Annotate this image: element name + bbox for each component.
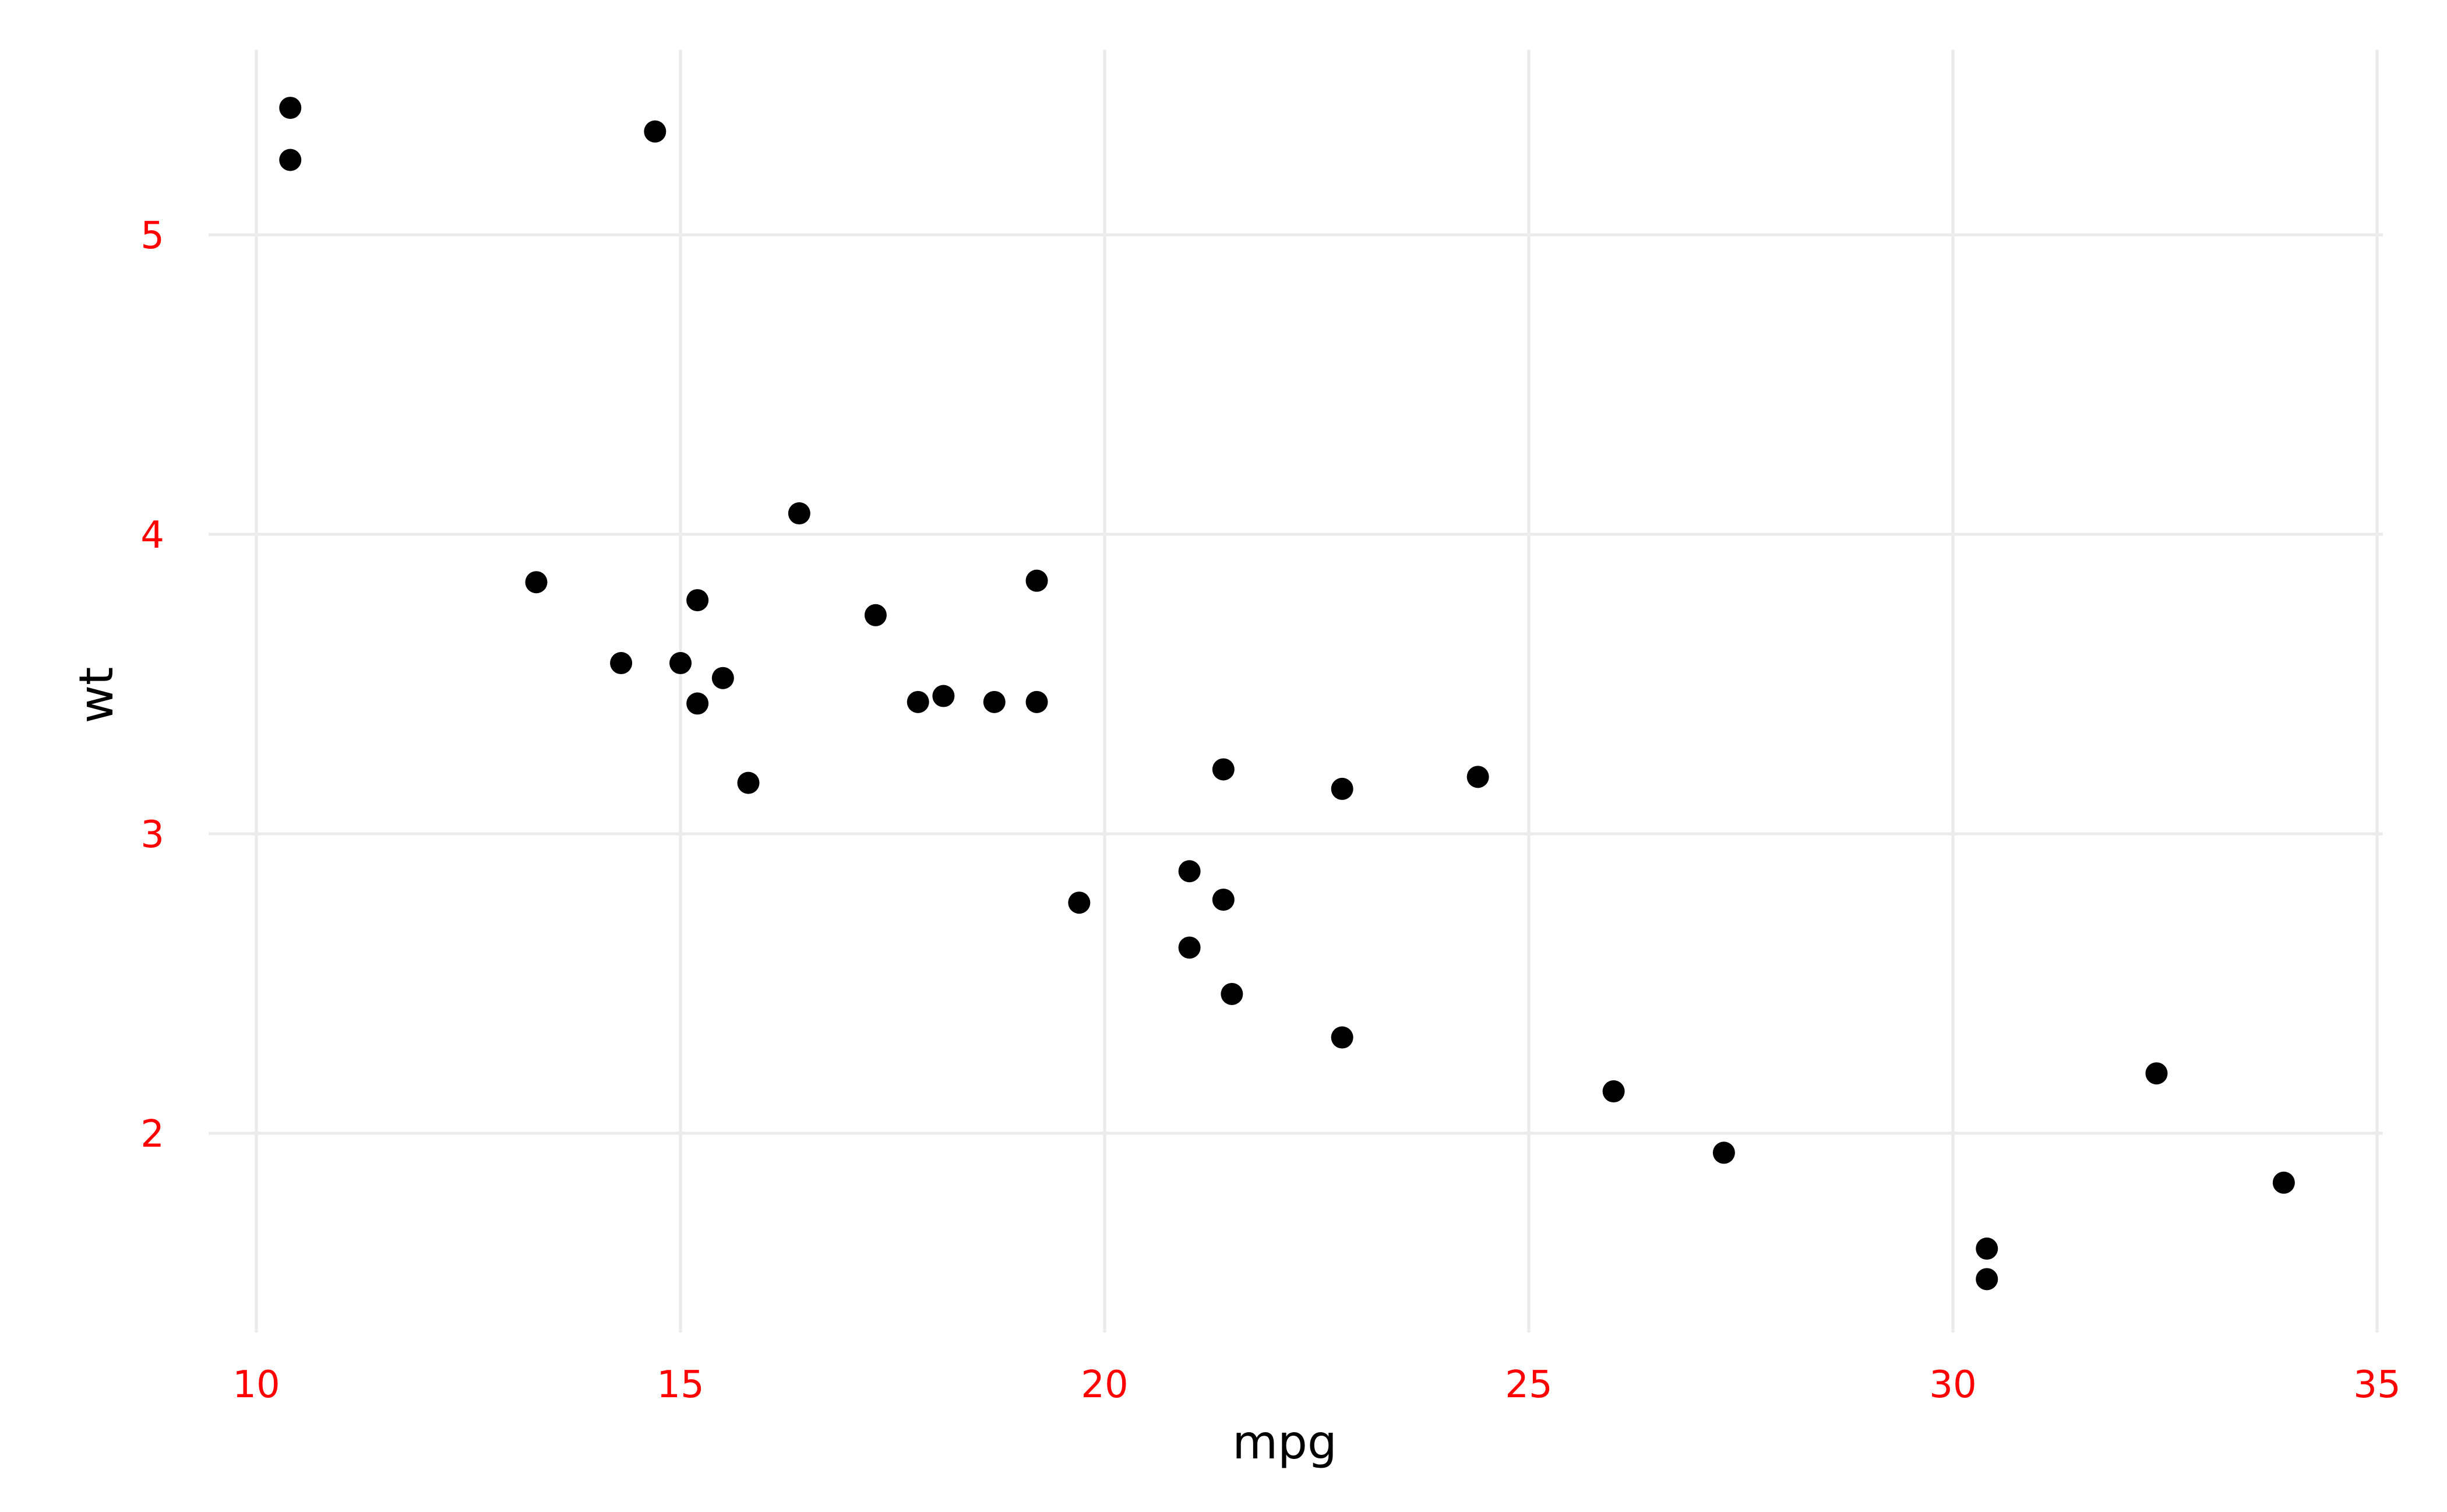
data-point (1331, 777, 1353, 800)
data-point (1976, 1237, 1998, 1260)
data-point (2272, 1171, 2295, 1194)
data-point (644, 120, 667, 143)
data-point (1025, 690, 1048, 713)
data-points (279, 97, 2295, 1291)
x-tick-label: 25 (1505, 1363, 1552, 1407)
data-point (686, 589, 709, 612)
data-point (525, 571, 548, 594)
x-axis-title: mpg (1232, 1415, 1337, 1469)
data-point (864, 604, 887, 626)
data-point (1331, 1026, 1353, 1049)
y-tick-label: 5 (140, 214, 164, 258)
y-gridlines (221, 233, 2383, 1135)
data-point (279, 149, 302, 171)
data-point (279, 97, 302, 119)
data-point (932, 685, 955, 707)
y-axis-ticks: 2 3 4 5 (140, 214, 221, 1156)
data-point (983, 690, 1006, 713)
data-point (1068, 891, 1091, 914)
data-point (1025, 569, 1048, 592)
x-tick-label: 20 (1081, 1363, 1128, 1407)
y-tick-label: 3 (140, 813, 164, 857)
data-point (1212, 889, 1235, 911)
x-tick-label: 10 (232, 1363, 280, 1407)
data-point (686, 692, 709, 715)
data-point (1178, 860, 1201, 883)
x-tick-label: 35 (2353, 1363, 2400, 1407)
data-point (1712, 1141, 1735, 1164)
x-tick-label: 30 (1929, 1363, 1976, 1407)
data-point (907, 690, 929, 713)
x-gridlines (255, 50, 2379, 1320)
data-point (610, 652, 633, 675)
data-point (1178, 936, 1201, 959)
x-axis-ticks: 10 15 20 25 30 35 (232, 1320, 2401, 1407)
data-point (669, 652, 692, 675)
data-point (1212, 758, 1235, 781)
data-point (788, 502, 810, 525)
data-point (1466, 766, 1489, 788)
data-point (737, 771, 760, 794)
data-point (711, 667, 734, 689)
y-axis-title: wt (69, 667, 124, 724)
y-tick-label: 4 (140, 514, 164, 557)
data-point (1976, 1268, 1998, 1291)
y-tick-label: 2 (140, 1113, 164, 1156)
data-point (1221, 982, 1243, 1005)
data-point (2145, 1062, 2168, 1085)
x-tick-label: 15 (657, 1363, 704, 1407)
data-point (1602, 1080, 1625, 1103)
